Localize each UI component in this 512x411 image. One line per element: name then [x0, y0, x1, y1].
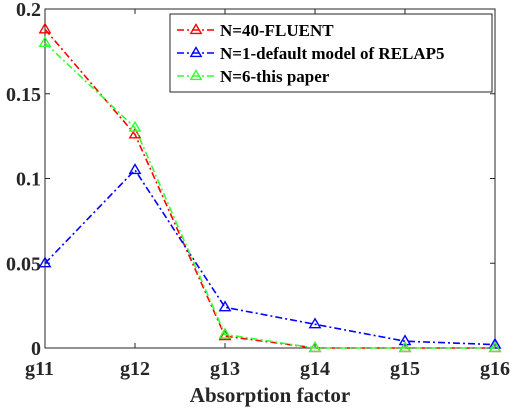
data-point-marker	[308, 341, 322, 353]
x-tick-label: g13	[210, 358, 240, 380]
legend-label: N=40-FLUENT	[220, 21, 334, 40]
x-axis-ticks: g11 g12 g13 g14 g15 g16	[25, 9, 510, 380]
legend-label: N=1-default model of RELAP5	[220, 44, 445, 63]
data-point-marker	[38, 256, 52, 268]
data-point-marker	[398, 334, 412, 346]
data-point-marker	[128, 120, 142, 132]
series-layer	[38, 22, 502, 353]
data-point-marker	[488, 341, 502, 353]
legend-label: N=6-this paper	[220, 67, 330, 86]
x-tick-label: g16	[480, 358, 510, 380]
data-point-marker	[218, 327, 232, 339]
data-point-marker	[218, 300, 232, 312]
x-axis-title: Absorption factor	[190, 383, 350, 407]
y-tick-label: 0	[31, 338, 41, 360]
legend-marker	[189, 46, 203, 58]
y-axis-ticks: 0 0.05 0.1 0.15 0.2	[6, 0, 495, 360]
x-tick-label: g12	[120, 358, 150, 380]
data-point-marker	[128, 163, 142, 175]
y-tick-label: 0.05	[6, 253, 41, 275]
x-tick-label: g11	[25, 358, 54, 380]
legend-marker	[189, 23, 203, 35]
y-tick-label: 0.2	[16, 0, 41, 21]
data-point-marker	[38, 22, 52, 34]
legend: N=40-FLUENT N=1-default model of RELAP5 N=…	[169, 13, 493, 93]
series-line	[44, 42, 495, 349]
data-point-marker	[398, 341, 412, 353]
series-line	[44, 168, 496, 346]
legend-box	[169, 13, 493, 93]
data-point-marker	[128, 127, 142, 139]
y-tick-label: 0.15	[6, 84, 41, 106]
legend-marker	[189, 69, 203, 81]
x-tick-label: g14	[300, 358, 330, 380]
x-tick-label: g15	[390, 358, 420, 380]
data-point-marker	[38, 36, 52, 47]
data-point-marker	[308, 317, 322, 329]
y-tick-label: 0.1	[16, 169, 41, 191]
